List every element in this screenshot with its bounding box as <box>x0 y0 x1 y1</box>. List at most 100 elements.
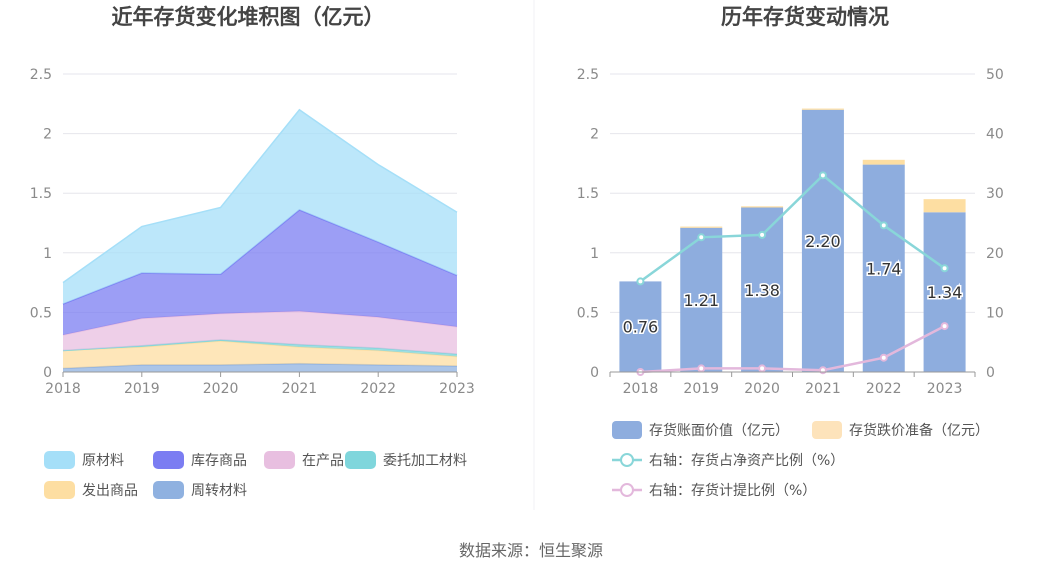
right-bars <box>619 108 966 372</box>
left-area-layers <box>62 108 458 372</box>
left-x-tick-label: 2018 <box>45 381 81 397</box>
line-point-line_provision <box>879 353 888 362</box>
legend-item-consigned[interactable]: 委托加工材料 <box>345 451 467 469</box>
legend-item-line_ratio[interactable]: 右轴：存货占净资产比例（%） <box>612 452 844 469</box>
bar-reserve <box>680 226 723 228</box>
right-x-tick-label: 2023 <box>927 381 963 397</box>
left-axes: 0 0.5 1 1.5 2 2.5 2018 2019 2020 2021 2022 2023 <box>30 67 475 397</box>
right-lines: 0.76 1.21 1.38 2.20 1.74 1.34 <box>621 171 964 376</box>
legend-item-wip[interactable]: 在产品 <box>264 451 344 469</box>
legend-label: 发出商品 <box>82 483 138 499</box>
inventory-bar-line-chart: 历年存货变动情况 0.76 1.21 1.38 2.20 1.74 1.34 0 0.5 1 1… <box>577 5 1004 499</box>
left-y-tick-label: 1 <box>43 246 52 262</box>
right-right-y-tick-label: 30 <box>986 186 1004 202</box>
left-y-tick-label: 0 <box>43 365 52 381</box>
legend-item-shipped[interactable]: 发出商品 <box>44 481 138 499</box>
left-y-tick-label: 2 <box>43 127 52 143</box>
legend-item-inventory_goods[interactable]: 库存商品 <box>153 451 247 469</box>
right-axes: 0 0.5 1 1.5 2 2.5 0 10 20 30 40 50 2018 2019 2020 2021 2… <box>577 67 1004 397</box>
bar-value-label: 1.74 <box>866 259 902 278</box>
legend-label: 右轴：存货占净资产比例（%） <box>649 452 844 469</box>
inventory-stacked-area-chart: 近年存货变化堆积图（亿元） 0 0.5 1 1.5 2 2.5 2018 2019 2020 20… <box>30 5 475 499</box>
line-point-line_provision <box>697 364 706 373</box>
right-right-y-tick-label: 50 <box>986 67 1004 83</box>
bar-book-value <box>619 281 662 372</box>
bar-value-label: 2.20 <box>805 232 841 251</box>
line-point-line_ratio <box>636 277 645 286</box>
legend-swatch <box>44 481 75 499</box>
right-left-y-tick-label: 0 <box>590 365 599 381</box>
legend-label: 存货跌价准备（亿元） <box>849 422 989 439</box>
left-x-tick-label: 2021 <box>282 381 318 397</box>
legend-item-bar_book[interactable]: 存货账面价值（亿元） <box>612 421 789 439</box>
line-point-line_provision <box>758 364 767 373</box>
bar-book-value <box>923 212 966 372</box>
area-inventory_goods <box>63 209 457 336</box>
right-x-tick-label: 2018 <box>623 381 659 397</box>
legend-swatch <box>153 451 184 469</box>
bar-value-label: 1.21 <box>683 291 719 310</box>
right-x-tick-label: 2019 <box>683 381 719 397</box>
right-left-y-tick-label: 2 <box>590 127 599 143</box>
left-y-tick-label: 1.5 <box>30 186 52 202</box>
bar-reserve <box>801 108 844 110</box>
legend-label: 周转材料 <box>191 483 247 499</box>
legend-marker <box>620 453 634 467</box>
line-point-line_ratio <box>879 221 888 230</box>
left-y-tick-label: 0.5 <box>30 305 52 321</box>
legend-label: 存货账面价值（亿元） <box>649 422 789 439</box>
legend-item-raw_material[interactable]: 原材料 <box>44 451 124 469</box>
area-shipped <box>63 341 457 369</box>
bar-book-value <box>801 109 844 372</box>
legend-swatch <box>612 421 642 439</box>
legend-label: 原材料 <box>82 453 124 469</box>
legend-label: 委托加工材料 <box>383 453 467 469</box>
line-point-line_ratio <box>940 264 949 273</box>
legend-item-bar_reserve[interactable]: 存货跌价准备（亿元） <box>812 421 989 439</box>
data-source-note: 数据来源：恒生聚源 <box>459 541 603 560</box>
legend-swatch <box>345 451 376 469</box>
bar-value-label: 1.38 <box>744 281 780 300</box>
legend-item-line_provision[interactable]: 右轴：存货计提比例（%） <box>612 482 816 499</box>
right-x-tick-label: 2020 <box>744 381 780 397</box>
area-turnover <box>63 363 457 372</box>
line-point-line_ratio <box>818 171 827 180</box>
area-edge-raw_material <box>62 108 458 284</box>
area-raw_material <box>63 109 457 305</box>
right-chart-title: 历年存货变动情况 <box>721 5 889 29</box>
legend-swatch <box>153 481 184 499</box>
legend-label: 在产品 <box>302 453 344 469</box>
bar-value-label: 1.34 <box>927 283 963 302</box>
legend-swatch <box>264 451 295 469</box>
right-left-y-tick-label: 2.5 <box>577 67 599 83</box>
right-right-y-tick-label: 10 <box>986 305 1004 321</box>
right-right-y-tick-label: 20 <box>986 246 1004 262</box>
legend-label: 右轴：存货计提比例（%） <box>649 482 816 499</box>
legend-swatch <box>44 451 75 469</box>
left-y-tick-label: 2.5 <box>30 67 52 83</box>
bar-book-value <box>862 164 905 372</box>
line-point-line_ratio <box>697 233 706 242</box>
legend-marker <box>620 483 634 497</box>
legend-item-turnover[interactable]: 周转材料 <box>153 481 247 499</box>
legend-swatch <box>812 421 842 439</box>
bar-reserve <box>741 206 784 208</box>
right-right-y-tick-label: 0 <box>986 365 995 381</box>
legend-label: 库存商品 <box>191 453 247 469</box>
right-left-y-tick-label: 1 <box>590 246 599 262</box>
right-left-y-tick-label: 1.5 <box>577 186 599 202</box>
right-right-y-tick-label: 40 <box>986 127 1004 143</box>
right-grid <box>610 73 975 373</box>
bar-value-label: 0.76 <box>623 318 659 337</box>
left-chart-title: 近年存货变化堆积图（亿元） <box>112 5 385 29</box>
area-wip <box>63 311 457 355</box>
line-point-line_provision <box>940 322 949 331</box>
left-x-tick-label: 2023 <box>439 381 475 397</box>
line-line_ratio <box>639 173 946 283</box>
right-legend[interactable]: 存货账面价值（亿元） 存货跌价准备（亿元） 右轴：存货占净资产比例（%） 右轴：存货计… <box>612 421 989 499</box>
left-x-tick-label: 2022 <box>360 381 396 397</box>
bar-book-value <box>680 227 723 372</box>
line-line_provision <box>640 324 946 374</box>
